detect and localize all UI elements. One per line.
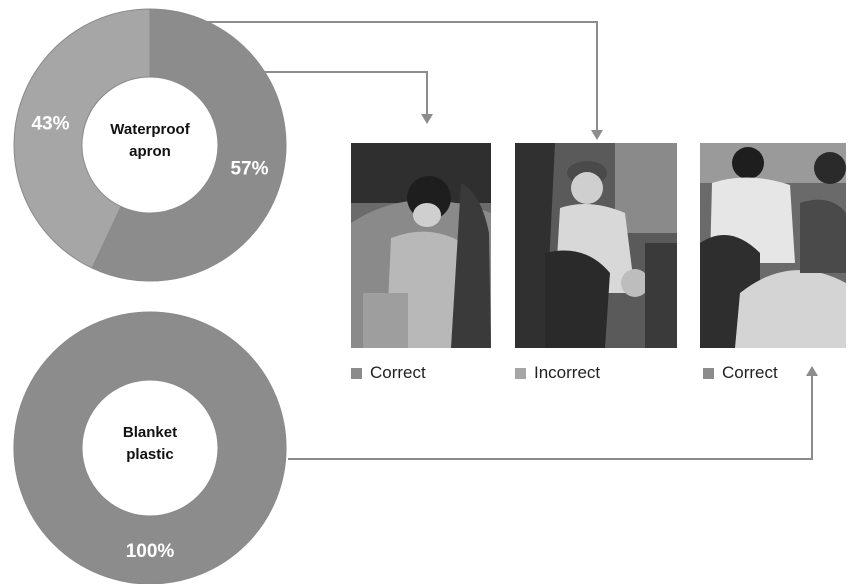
photo-illustration [351,143,491,348]
arrow-to-photo-1 [262,71,428,116]
center-label-line2: apron [129,143,171,160]
legend-swatch [515,367,526,379]
legend-item: Correct [703,363,778,383]
center-label-line2: plastic [126,446,174,463]
arrowhead-photo-3 [806,366,818,376]
donut-blanket-plastic: 100% Blanket plastic [13,311,287,584]
photo-waterproof-apron-correct [351,143,491,348]
slice-label-43: 43% [31,114,69,135]
arrow-to-photo-2 [150,21,598,132]
center-label-line1: Waterproof [110,121,190,138]
center-label-line1: Blanket [123,424,177,441]
legend-swatch [703,367,714,379]
slice-incorrect-43 [13,8,151,269]
legend-label: Incorrect [534,363,601,382]
arrowhead-photo-2 [591,130,603,140]
slice-label-100: 100% [126,541,175,562]
photo-blanket-plastic-correct [700,143,846,348]
legend-label: Correct [722,363,778,382]
slice-correct-57 [91,8,287,282]
legend-swatch [351,367,362,379]
legend-item: Incorrect [515,363,600,383]
donut-waterproof-apron: 57% 43% Waterproof apron [13,8,287,282]
connector-arrows [150,21,818,460]
photo-illustration [700,143,846,348]
photo-illustration [515,143,677,348]
slice-correct-100 [13,311,287,584]
photo-waterproof-apron-incorrect [515,143,677,348]
arrow-to-photo-3 [288,374,813,460]
legend-item: Correct [351,363,426,383]
arrowhead-photo-1 [421,114,433,124]
legend-label: Correct [370,363,426,382]
slice-label-57: 57% [230,158,268,179]
